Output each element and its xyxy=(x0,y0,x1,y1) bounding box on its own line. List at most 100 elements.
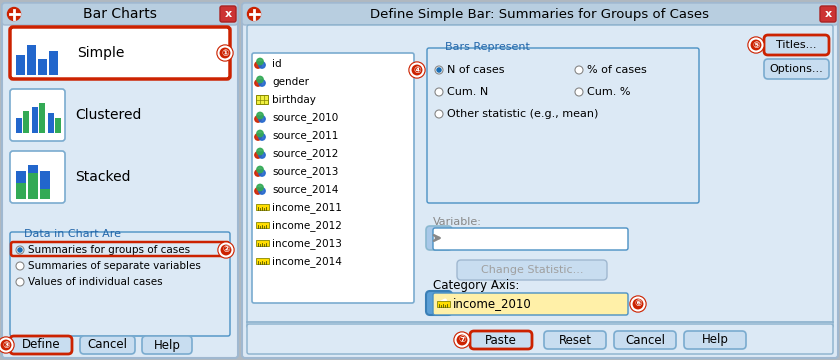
Text: ③: ③ xyxy=(3,341,10,350)
Circle shape xyxy=(255,152,261,158)
Bar xyxy=(49,51,58,75)
FancyBboxPatch shape xyxy=(10,336,72,354)
Bar xyxy=(16,183,26,199)
FancyBboxPatch shape xyxy=(247,324,833,354)
Bar xyxy=(437,301,450,307)
Bar xyxy=(256,258,269,264)
Circle shape xyxy=(16,246,24,254)
Circle shape xyxy=(16,278,24,286)
FancyBboxPatch shape xyxy=(614,331,676,349)
Text: ①: ① xyxy=(221,49,228,58)
Circle shape xyxy=(0,337,14,353)
FancyBboxPatch shape xyxy=(10,89,65,141)
Circle shape xyxy=(748,37,764,53)
Circle shape xyxy=(454,332,470,348)
Text: Data in Chart Are: Data in Chart Are xyxy=(24,229,121,239)
FancyBboxPatch shape xyxy=(764,35,829,55)
Text: source_2013: source_2013 xyxy=(272,167,339,177)
Circle shape xyxy=(218,242,234,258)
Text: source_2014: source_2014 xyxy=(272,185,339,195)
Text: income_2014: income_2014 xyxy=(272,257,342,267)
Text: Variable:: Variable: xyxy=(433,217,482,227)
Bar xyxy=(40,171,50,189)
Bar xyxy=(16,171,26,183)
Circle shape xyxy=(435,88,443,96)
Text: income_2011: income_2011 xyxy=(272,203,342,213)
Text: Category Axis:: Category Axis: xyxy=(433,279,519,292)
Circle shape xyxy=(437,68,441,72)
Bar xyxy=(48,113,54,133)
Circle shape xyxy=(255,116,261,122)
FancyBboxPatch shape xyxy=(457,260,607,280)
Circle shape xyxy=(255,134,261,140)
Bar xyxy=(23,111,29,133)
Text: gender: gender xyxy=(272,77,309,87)
Circle shape xyxy=(255,188,261,194)
Circle shape xyxy=(409,62,425,78)
Bar xyxy=(256,222,269,228)
Text: Simple: Simple xyxy=(77,46,124,60)
Circle shape xyxy=(8,8,20,21)
Text: birthday: birthday xyxy=(272,95,316,105)
Bar xyxy=(256,204,269,210)
FancyBboxPatch shape xyxy=(10,151,65,203)
Text: Stacked: Stacked xyxy=(75,170,130,184)
Bar xyxy=(32,107,38,133)
Circle shape xyxy=(259,170,265,176)
Text: Summaries of separate variables: Summaries of separate variables xyxy=(28,261,201,271)
Text: x: x xyxy=(824,9,832,19)
Text: Options...: Options... xyxy=(769,64,823,74)
FancyBboxPatch shape xyxy=(426,226,452,250)
Circle shape xyxy=(575,66,583,74)
Text: source_2012: source_2012 xyxy=(272,149,339,159)
Circle shape xyxy=(16,262,24,270)
FancyBboxPatch shape xyxy=(242,3,838,25)
Circle shape xyxy=(257,130,263,137)
FancyBboxPatch shape xyxy=(764,59,829,79)
Circle shape xyxy=(257,148,263,155)
Circle shape xyxy=(435,66,443,74)
Text: % of cases: % of cases xyxy=(587,65,647,75)
Text: N of cases: N of cases xyxy=(447,65,505,75)
Bar xyxy=(27,45,36,75)
Bar xyxy=(28,173,38,199)
Text: Reset: Reset xyxy=(559,333,591,346)
Circle shape xyxy=(257,184,263,191)
Bar xyxy=(16,118,22,133)
FancyBboxPatch shape xyxy=(142,336,192,354)
Text: Cum. %: Cum. % xyxy=(587,87,631,97)
FancyBboxPatch shape xyxy=(470,331,532,349)
Circle shape xyxy=(259,116,265,122)
Text: income_2013: income_2013 xyxy=(272,239,342,249)
FancyBboxPatch shape xyxy=(220,6,236,22)
Circle shape xyxy=(575,88,583,96)
Text: Clustered: Clustered xyxy=(75,108,141,122)
Circle shape xyxy=(259,62,265,68)
FancyBboxPatch shape xyxy=(684,331,746,349)
Circle shape xyxy=(257,112,263,119)
FancyBboxPatch shape xyxy=(10,27,230,79)
FancyBboxPatch shape xyxy=(820,6,836,22)
Circle shape xyxy=(18,248,22,252)
Bar xyxy=(256,240,269,246)
FancyBboxPatch shape xyxy=(544,331,606,349)
Text: Paste: Paste xyxy=(485,333,517,346)
Text: Summaries for groups of cases: Summaries for groups of cases xyxy=(28,245,190,255)
Circle shape xyxy=(259,152,265,158)
FancyBboxPatch shape xyxy=(252,53,414,303)
FancyBboxPatch shape xyxy=(242,3,838,358)
Text: Define: Define xyxy=(22,338,60,351)
Text: ⑤: ⑤ xyxy=(752,41,760,50)
Text: x: x xyxy=(224,9,232,19)
Text: ⑦: ⑦ xyxy=(458,336,466,345)
Circle shape xyxy=(217,45,233,61)
Circle shape xyxy=(257,58,263,65)
Text: income_2012: income_2012 xyxy=(272,221,342,231)
FancyBboxPatch shape xyxy=(433,228,628,250)
Text: ②: ② xyxy=(223,246,230,255)
Bar xyxy=(55,118,61,133)
Circle shape xyxy=(259,134,265,140)
Circle shape xyxy=(257,166,263,173)
Circle shape xyxy=(630,296,646,312)
Text: Cancel: Cancel xyxy=(87,338,128,351)
